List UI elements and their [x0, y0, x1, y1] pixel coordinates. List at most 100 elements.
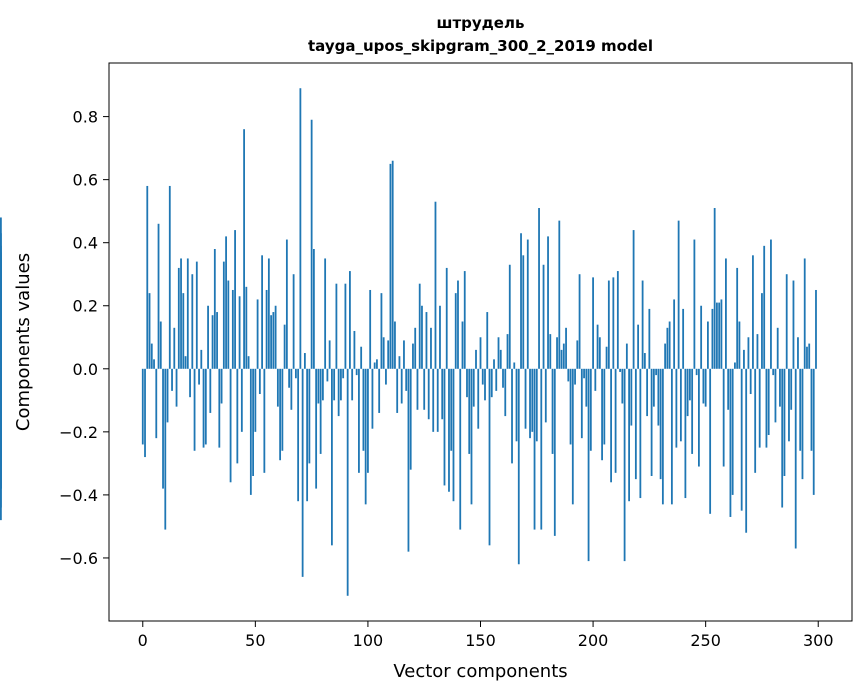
bar [587, 368, 590, 562]
bar [213, 249, 216, 369]
bar [803, 258, 806, 369]
bar [576, 340, 579, 369]
bar [430, 327, 432, 369]
bar [166, 368, 169, 423]
bar [531, 368, 534, 432]
bar [583, 368, 585, 379]
bar [180, 258, 182, 369]
bar [238, 296, 241, 369]
bar [634, 368, 637, 480]
bar [256, 299, 259, 369]
bar [727, 368, 730, 410]
bar [774, 368, 777, 423]
bar [558, 220, 561, 369]
bar [391, 160, 394, 369]
bar [698, 368, 700, 467]
bar [328, 340, 331, 369]
bar [578, 274, 581, 369]
bar [616, 271, 619, 369]
bar [153, 359, 155, 369]
bar [450, 368, 453, 451]
y-tick-label: 0.4 [73, 234, 98, 253]
bar [146, 185, 149, 369]
bar [459, 368, 462, 530]
bar [641, 280, 644, 369]
bar [781, 368, 784, 508]
y-tick-label: −0.6 [59, 549, 98, 568]
bar [700, 305, 703, 369]
y-tick-label: 0.0 [73, 360, 98, 379]
bar [567, 368, 570, 382]
bar [441, 368, 444, 420]
bar [267, 258, 270, 369]
bar [569, 368, 572, 445]
bar [310, 119, 313, 369]
bar [605, 346, 608, 369]
bar [432, 368, 435, 432]
bar [0, 340, 2, 369]
bar [220, 368, 223, 404]
bar [776, 327, 779, 369]
bar [529, 368, 531, 439]
bar [439, 305, 441, 369]
bar [274, 305, 277, 369]
y-tick-label: 0.2 [73, 297, 98, 316]
bar [168, 185, 171, 369]
bar [360, 346, 363, 369]
bar [652, 368, 655, 407]
bar [324, 258, 327, 369]
bar [565, 327, 567, 369]
bar [657, 368, 660, 426]
bar [231, 289, 234, 369]
bar [736, 267, 739, 369]
bar [533, 368, 536, 530]
bar [389, 163, 392, 369]
bar [601, 368, 603, 461]
bar [319, 368, 322, 454]
bar [540, 368, 543, 530]
bar [731, 368, 734, 495]
bar [560, 349, 563, 369]
bar [312, 249, 315, 369]
bar [317, 368, 320, 404]
bar [425, 312, 428, 369]
bar [470, 368, 473, 505]
bar [297, 368, 300, 502]
bar [182, 293, 185, 369]
bar [340, 368, 342, 401]
bar [677, 220, 680, 369]
bar [418, 283, 421, 369]
bar [544, 368, 547, 423]
x-tick-label: 50 [245, 631, 265, 650]
bar [265, 289, 268, 369]
bar [792, 280, 795, 369]
bar [452, 368, 455, 502]
bar [720, 299, 723, 369]
x-tick-label: 150 [465, 631, 496, 650]
bar [607, 280, 610, 369]
bar [547, 236, 549, 369]
bar [524, 368, 527, 429]
bar [247, 356, 250, 369]
bar [596, 324, 599, 369]
bar [770, 239, 772, 369]
bar [434, 201, 437, 369]
bar [625, 343, 628, 369]
bar [702, 368, 705, 404]
bar [806, 346, 808, 369]
bar [738, 321, 741, 369]
bar [648, 308, 651, 369]
bar [673, 299, 676, 369]
bar [0, 217, 2, 369]
bar [788, 368, 790, 442]
bar [686, 368, 689, 417]
bar [171, 368, 173, 391]
bar [549, 334, 552, 369]
bar [394, 321, 396, 369]
bar [173, 327, 176, 369]
bar [162, 368, 164, 489]
bar [445, 267, 448, 369]
bar [623, 368, 626, 562]
bar [263, 368, 266, 473]
bar [301, 368, 304, 577]
